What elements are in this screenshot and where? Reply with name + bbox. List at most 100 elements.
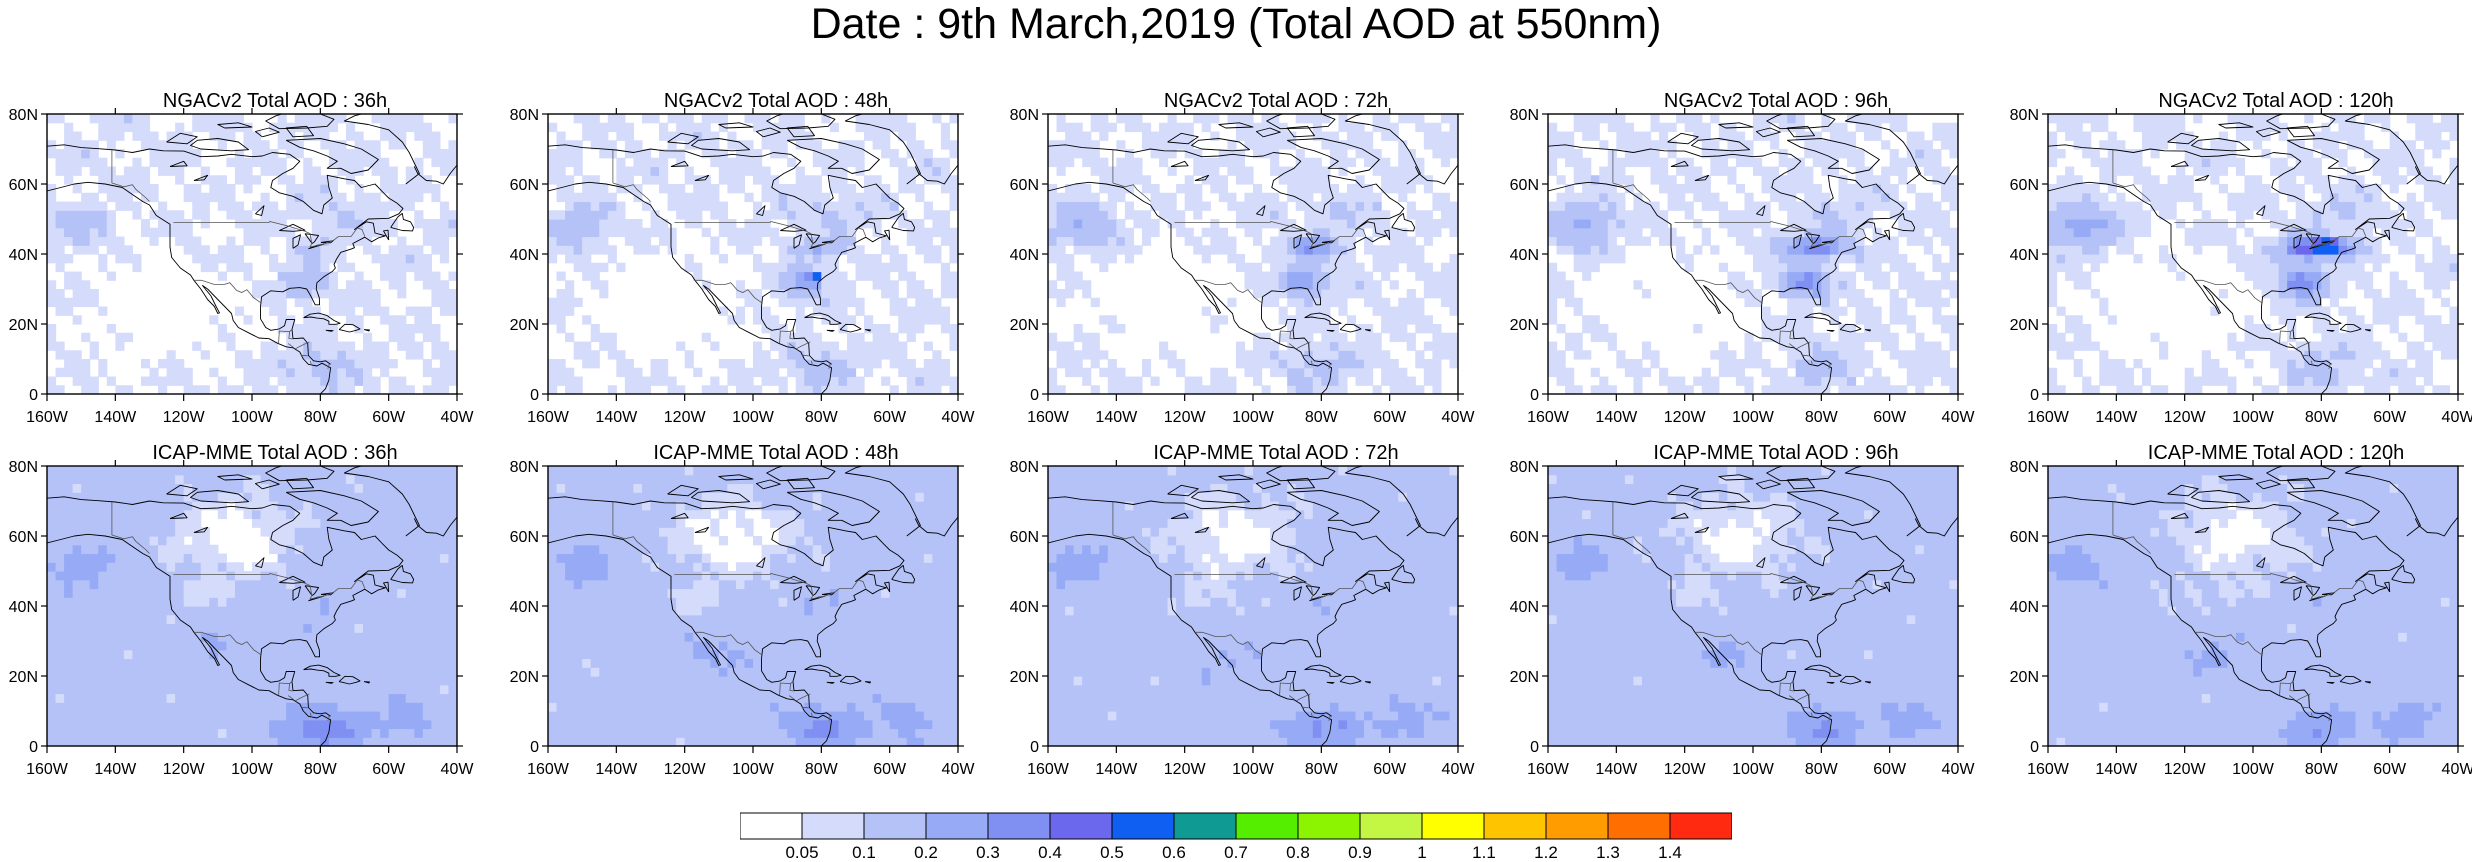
aod-map: 160W 140W 120W 100W 80W 60W 40W 0 20N 40N 60N 80N [9, 107, 475, 426]
aod-map: 160W 140W 120W 100W 80W 60W 40W 0 20N 40N 60N 80N [1010, 107, 1476, 426]
x-tick-label: 160W [1527, 409, 1570, 426]
x-tick-label: 60W [372, 761, 406, 778]
x-tick-label: 140W [595, 761, 638, 778]
aod-field [1048, 466, 1458, 746]
x-tick-label: 80W [1305, 409, 1339, 426]
aod-colorbar: 0.05 0.1 0.2 0.3 0.4 0.5 0.6 0.7 0.8 0.9 1 1.1 1.2 1.… [740, 812, 1732, 858]
panel-title: ICAP-MME Total AOD : 96h [1653, 442, 1899, 464]
country-borders [2112, 502, 2367, 721]
x-tick-label: 140W [94, 409, 137, 426]
colorbar-swatch [1235, 812, 1299, 840]
aod-map: 160W 140W 120W 100W 80W 60W 40W 0 20N 40N 60N 80N [1510, 107, 1976, 426]
aod-map: 160W 140W 120W 100W 80W 60W 40W 0 20N 40N 60N 80N [2010, 107, 2472, 426]
y-tick-label: 0 [2030, 739, 2039, 756]
y-tick-label: 20N [1510, 317, 1539, 334]
country-borders [111, 150, 366, 369]
coastlines [2048, 114, 2458, 394]
aod-map: 160W 140W 120W 100W 80W 60W 40W 0 20N 40N 60N 80N [510, 459, 976, 778]
panel-title: ICAP-MME Total AOD : 48h [653, 442, 899, 464]
y-tick-label: 60N [510, 177, 539, 194]
y-tick-label: 0 [1530, 739, 1539, 756]
country-borders [1112, 502, 1367, 721]
x-tick-label: 160W [527, 761, 570, 778]
map-panel: ICAP-MME Total AOD : 36h 160W 140W 120W 100W… [9, 440, 525, 820]
aod-field [1048, 114, 1458, 394]
colorbar-label: 0.8 [1286, 843, 1310, 858]
y-tick-label: 60N [9, 177, 38, 194]
x-tick-label: 40W [2442, 409, 2472, 426]
colorbar-label: 1 [1417, 843, 1426, 858]
y-tick-label: 20N [510, 317, 539, 334]
y-tick-label: 80N [2010, 107, 2039, 124]
x-tick-label: 160W [1527, 761, 1570, 778]
map-panel: NGACv2 Total AOD : 120h 160W 140W 120W 100W 8… [2010, 88, 2472, 468]
aod-map: 160W 140W 120W 100W 80W 60W 40W 0 20N 40N 60N 80N [1510, 459, 1976, 778]
y-tick-label: 20N [1010, 317, 1039, 334]
x-tick-label: 60W [2373, 761, 2407, 778]
map-panel: ICAP-MME Total AOD : 96h 160W 140W 120W 100W… [1510, 440, 2026, 820]
x-tick-label: 80W [2305, 761, 2339, 778]
x-tick-label: 40W [1942, 761, 1976, 778]
colorbar-swatch [1545, 812, 1609, 840]
y-tick-label: 0 [530, 387, 539, 404]
y-tick-label: 20N [1510, 669, 1539, 686]
x-tick-label: 80W [2305, 409, 2339, 426]
x-tick-label: 120W [2164, 761, 2207, 778]
x-tick-label: 100W [2232, 409, 2275, 426]
panel-title: NGACv2 Total AOD : 120h [2158, 90, 2394, 112]
colorbar-swatch [1483, 812, 1547, 840]
map-panel: ICAP-MME Total AOD : 120h 160W 140W 120W 100… [2010, 440, 2472, 820]
coastlines [1048, 466, 1458, 746]
y-tick-label: 0 [1030, 387, 1039, 404]
x-tick-label: 100W [732, 761, 775, 778]
x-tick-label: 160W [2027, 409, 2070, 426]
y-tick-label: 0 [29, 739, 38, 756]
x-tick-label: 60W [2373, 409, 2407, 426]
x-tick-label: 120W [1164, 409, 1207, 426]
aod-field [47, 466, 457, 746]
country-borders [111, 502, 366, 721]
aod-field [47, 114, 457, 394]
aod-field [2048, 466, 2458, 746]
x-tick-label: 80W [1805, 761, 1839, 778]
y-tick-label: 40N [1010, 599, 1039, 616]
x-tick-label: 120W [2164, 409, 2207, 426]
x-tick-label: 120W [664, 409, 707, 426]
y-tick-label: 80N [1010, 107, 1039, 124]
country-borders [2112, 150, 2367, 369]
panel-title: NGACv2 Total AOD : 96h [1663, 90, 1889, 112]
y-tick-label: 40N [510, 599, 539, 616]
y-tick-label: 80N [510, 459, 539, 476]
x-tick-label: 80W [1305, 761, 1339, 778]
x-tick-label: 100W [2232, 761, 2275, 778]
colorbar-label: 0.05 [785, 843, 818, 858]
aod-field [548, 114, 958, 394]
coastlines [47, 114, 457, 394]
x-tick-label: 60W [873, 761, 907, 778]
country-borders [1112, 150, 1367, 369]
y-tick-label: 0 [530, 739, 539, 756]
y-tick-label: 60N [1510, 529, 1539, 546]
aod-map: 160W 140W 120W 100W 80W 60W 40W 0 20N 40N 60N 80N [2010, 459, 2472, 778]
y-tick-label: 80N [9, 459, 38, 476]
x-tick-label: 160W [2027, 761, 2070, 778]
x-tick-label: 60W [873, 409, 907, 426]
x-tick-label: 100W [231, 409, 274, 426]
y-tick-label: 60N [1010, 177, 1039, 194]
x-tick-label: 160W [26, 761, 69, 778]
x-tick-label: 140W [1095, 409, 1138, 426]
x-tick-label: 40W [441, 409, 475, 426]
y-tick-label: 80N [2010, 459, 2039, 476]
aod-field [1548, 114, 1958, 394]
colorbar-label: 0.2 [914, 843, 938, 858]
colorbar-label: 0.3 [976, 843, 1000, 858]
y-tick-label: 60N [1510, 177, 1539, 194]
colorbar-label: 1.2 [1534, 843, 1558, 858]
coastlines [548, 466, 958, 746]
aod-map: 160W 140W 120W 100W 80W 60W 40W 0 20N 40N 60N 80N [510, 107, 976, 426]
colorbar-swatch [1607, 812, 1671, 840]
colorbar-swatch [1173, 812, 1237, 840]
coastlines [1548, 114, 1958, 394]
y-tick-label: 60N [9, 529, 38, 546]
panel-title: ICAP-MME Total AOD : 36h [152, 442, 398, 464]
